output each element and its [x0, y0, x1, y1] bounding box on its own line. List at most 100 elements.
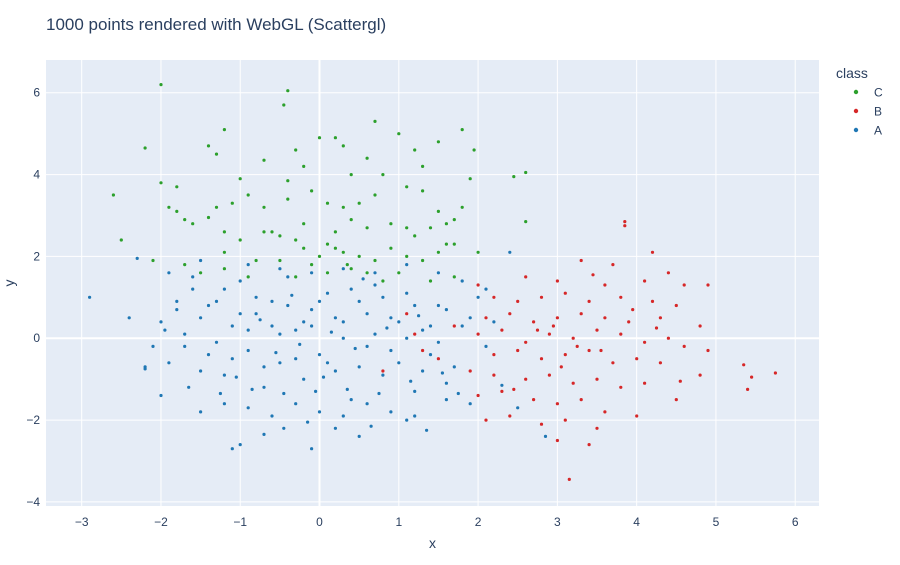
data-point-B [666, 271, 671, 275]
data-point-A [417, 314, 421, 318]
data-point-A [428, 324, 433, 328]
data-point-A [333, 426, 337, 430]
data-point-C [278, 258, 282, 263]
legend-marker-A [853, 127, 859, 133]
data-point-C [452, 242, 456, 246]
data-point-A [484, 344, 488, 348]
data-point-A [163, 328, 167, 332]
data-point-B [678, 379, 682, 383]
data-point-B [567, 477, 571, 481]
data-point-A [135, 256, 139, 260]
y-tick-label: 4 [33, 168, 40, 182]
data-point-A [353, 346, 357, 351]
data-point-C [206, 215, 211, 220]
data-point-C [175, 185, 179, 189]
data-point-B [619, 385, 623, 389]
data-point-B [654, 326, 659, 330]
data-point-A [314, 389, 318, 393]
data-point-C [524, 170, 528, 175]
data-point-C [333, 246, 337, 250]
data-point-A [357, 299, 361, 303]
data-point-C [373, 193, 377, 197]
data-point-A [191, 287, 195, 291]
data-point-B [623, 224, 627, 228]
data-point-A [317, 410, 322, 414]
data-point-A [484, 287, 488, 291]
data-point-A [444, 381, 448, 385]
data-point-B [591, 273, 595, 277]
data-point-C [206, 144, 211, 148]
data-point-A [389, 316, 393, 320]
data-point-B [746, 387, 750, 391]
data-point-C [421, 258, 425, 263]
data-point-A [167, 361, 171, 365]
plot-area[interactable] [46, 60, 819, 506]
data-point-C [278, 234, 282, 238]
data-point-A [329, 330, 333, 334]
data-point-A [159, 320, 163, 324]
data-point-A [413, 389, 417, 393]
data-point-C [286, 89, 290, 93]
data-point-B [508, 414, 512, 418]
data-point-A [500, 383, 504, 387]
data-point-C [428, 279, 433, 283]
data-point-A [365, 344, 369, 348]
data-point-A [365, 402, 369, 406]
data-point-B [595, 377, 599, 381]
data-point-C [230, 201, 234, 205]
data-point-C [349, 173, 353, 177]
data-point-A [405, 263, 409, 267]
data-point-C [365, 226, 369, 230]
data-point-B [468, 369, 472, 373]
data-point-B [643, 340, 647, 344]
data-point-B [492, 353, 496, 357]
data-point-A [325, 291, 330, 295]
data-point-B [579, 312, 583, 316]
data-point-A [238, 279, 242, 283]
data-point-A [88, 295, 92, 299]
data-point-A [294, 402, 298, 406]
data-point-A [199, 316, 203, 320]
data-point-B [603, 283, 607, 287]
data-point-C [317, 254, 322, 258]
data-point-B [579, 398, 583, 402]
data-point-C [302, 246, 306, 250]
data-point-C [397, 271, 401, 275]
data-point-A [187, 385, 191, 389]
data-point-A [270, 414, 274, 418]
data-point-A [262, 365, 266, 369]
series-A [88, 250, 548, 451]
data-point-A [262, 432, 266, 436]
data-point-A [238, 312, 242, 316]
data-point-A [254, 312, 258, 316]
data-point-C [286, 197, 290, 201]
data-point-A [151, 344, 155, 348]
data-point-C [222, 230, 226, 234]
data-point-B [619, 295, 623, 299]
data-point-C [365, 271, 369, 275]
data-point-B [555, 279, 560, 283]
data-point-A [294, 357, 298, 361]
data-point-A [444, 398, 448, 402]
data-point-C [460, 205, 464, 209]
data-point-B [516, 348, 520, 353]
data-point-C [389, 246, 393, 250]
data-point-A [373, 332, 377, 336]
data-point-B [476, 393, 480, 398]
data-point-A [361, 277, 365, 281]
data-point-A [199, 410, 203, 414]
data-point-C [222, 267, 226, 271]
series-B [381, 220, 778, 481]
data-point-A [214, 340, 219, 344]
data-point-C [349, 218, 353, 222]
data-point-B [682, 344, 686, 348]
data-point-C [357, 201, 361, 205]
data-point-C [524, 220, 528, 224]
data-point-B [516, 299, 520, 303]
data-point-C [413, 234, 417, 238]
data-point-A [310, 447, 314, 451]
data-point-B [623, 220, 627, 224]
data-point-C [436, 140, 440, 144]
data-point-C [317, 136, 322, 140]
data-point-B [658, 316, 663, 320]
